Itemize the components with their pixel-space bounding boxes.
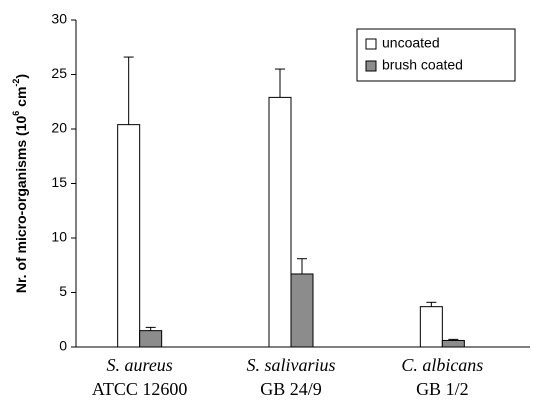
x-tick-sublabel: GB 1/2: [416, 379, 469, 399]
legend-label: uncoated: [382, 35, 440, 51]
y-tick-label: 5: [59, 283, 67, 299]
y-tick-label: 10: [51, 229, 67, 245]
legend-swatch: [365, 60, 377, 72]
y-label-part: cm: [13, 87, 29, 111]
y-tick-label: 30: [51, 11, 67, 27]
x-tick-sublabel: GB 24/9: [260, 379, 322, 399]
y-label-part: Nr. of micro-organisms (10: [13, 116, 29, 294]
y-axis-label: Nr. of micro-organisms (106 cm-2): [11, 74, 28, 293]
legend-box: [356, 28, 516, 82]
x-tick-label: S. salivarius: [246, 355, 335, 375]
y-label-part: 6: [11, 111, 21, 116]
x-tick-label: S. aureus: [106, 355, 172, 375]
y-tick-label: 0: [59, 338, 67, 354]
legend-swatch: [365, 38, 377, 50]
y-label-part: ): [13, 74, 29, 79]
x-tick-sublabel: ATCC 12600: [92, 379, 188, 399]
bar: [268, 96, 292, 348]
y-tick-label: 15: [51, 174, 67, 190]
bar: [290, 273, 314, 348]
x-tick-label: C. albicans: [401, 355, 483, 375]
y-tick-label: 20: [51, 120, 67, 136]
y-tick-label: 25: [51, 65, 67, 81]
bar: [117, 124, 141, 348]
bar: [419, 306, 443, 348]
bar: [441, 339, 465, 348]
bar: [139, 330, 163, 348]
y-label-part: -2: [11, 79, 21, 87]
legend-label: brush coated: [382, 57, 463, 73]
